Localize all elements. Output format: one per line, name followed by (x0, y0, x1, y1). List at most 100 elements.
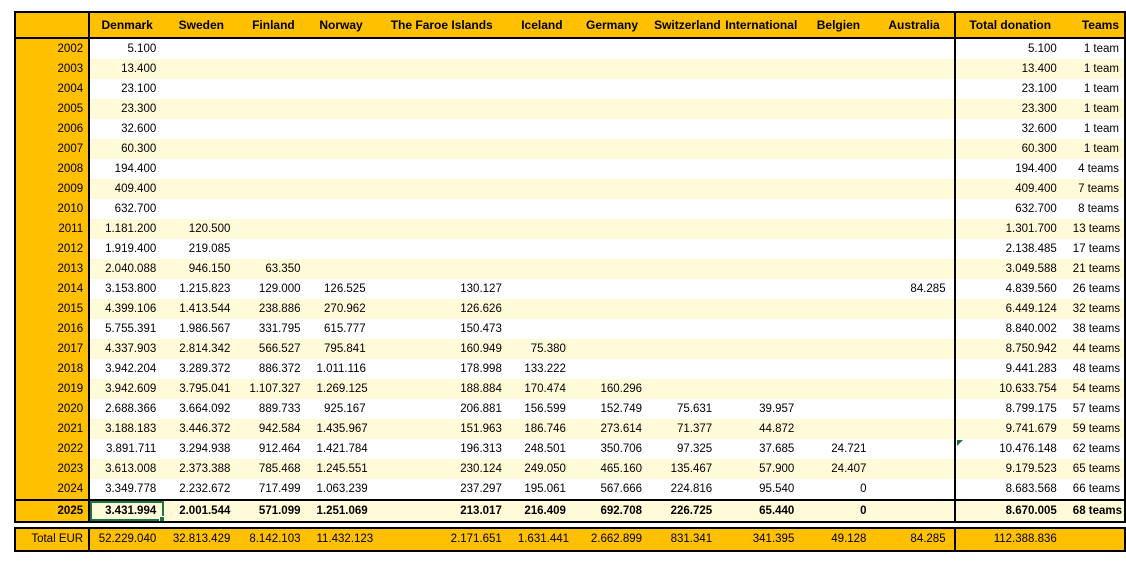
cell-2024-switzerland[interactable]: 224.816 (670, 483, 713, 495)
row-label-2013[interactable]: 2013 (15, 259, 91, 279)
cell-2021-international[interactable]: 44.872 (720, 419, 803, 439)
cell-2022-international[interactable]: 37.685 (759, 443, 795, 455)
cell-2015-teams[interactable]: 32 teams (1064, 299, 1125, 319)
cell-2006-denmark[interactable]: 32.600 (121, 123, 157, 135)
cell-2009-teams[interactable]: 7 teams (1064, 179, 1125, 199)
cell-2009-iceland[interactable] (509, 179, 574, 199)
cell-2002-norway[interactable] (309, 38, 374, 59)
cell-2025-switzerland[interactable]: 226.725 (650, 499, 721, 522)
cell-2003-sweden[interactable] (164, 59, 239, 79)
cell-2010-iceland[interactable] (510, 199, 574, 219)
cell-2023-faroe-islands[interactable]: 230.124 (373, 459, 510, 479)
cell-2003-total-donation[interactable]: 13.400 (953, 59, 1065, 79)
cell-2025-faroe-islands[interactable]: 213.017 (373, 499, 510, 522)
cell-2018-faroe-islands[interactable]: 178.998 (460, 363, 502, 375)
cell-2022-faroe-islands[interactable]: 196.313 (460, 443, 502, 455)
cell-2014-belgien[interactable] (802, 279, 874, 299)
cell-2002-belgien[interactable] (802, 38, 874, 59)
cell-2012-norway[interactable] (309, 239, 374, 259)
cell-2003-iceland[interactable] (509, 59, 574, 79)
cell-2021-total-donation[interactable]: 9.741.679 (953, 419, 1065, 439)
cell-2005-denmark[interactable]: 23.300 (89, 99, 165, 119)
cell-2014-switzerland[interactable] (650, 279, 720, 299)
cell-2024-norway[interactable]: 1.063.239 (316, 483, 368, 495)
cell-2015-belgien[interactable] (802, 299, 875, 319)
cell-2011-switzerland[interactable] (650, 219, 721, 239)
cell-2018-total-donation[interactable]: 9.441.283 (953, 359, 1065, 379)
cell-2021-norway[interactable]: 1.435.967 (308, 419, 374, 439)
cell-2004-faroe-islands[interactable] (374, 79, 510, 99)
cell-2018-iceland[interactable]: 133.222 (524, 363, 566, 375)
cell-2002-australia[interactable] (874, 38, 954, 59)
cell-2023-total-donation[interactable]: 9.179.523 (953, 459, 1065, 479)
row-label-2024[interactable]: 2024 (15, 479, 91, 500)
cell-2021-denmark[interactable]: 3.188.183 (89, 419, 165, 439)
total-eur-total-donation[interactable]: 112.388.836 (953, 528, 1065, 551)
row-label-2011[interactable]: 2011 (15, 219, 91, 239)
cell-2023-denmark[interactable]: 3.613.008 (89, 459, 165, 479)
cell-2007-norway[interactable] (308, 139, 374, 159)
cell-2015-norway[interactable]: 270.962 (308, 299, 374, 319)
column-header-international[interactable]: International (720, 12, 803, 39)
cell-2022-australia[interactable] (874, 439, 954, 459)
row-label-2021[interactable]: 2021 (15, 419, 91, 439)
cell-2007-iceland[interactable] (509, 139, 574, 159)
column-header-belgien[interactable]: Belgien (802, 12, 875, 39)
cell-2023-finland[interactable]: 785.468 (238, 459, 309, 479)
column-header-switzerland[interactable]: Switzerland (650, 12, 721, 39)
cell-2019-total-donation[interactable]: 10.633.754 (953, 379, 1065, 399)
cell-2003-denmark[interactable]: 13.400 (89, 59, 165, 79)
cell-2017-belgien[interactable] (802, 339, 875, 359)
cell-2009-germany[interactable] (573, 179, 651, 199)
cell-2011-international[interactable] (720, 219, 803, 239)
cell-2019-finland[interactable]: 1.107.327 (238, 379, 309, 399)
cell-2021-germany[interactable]: 273.614 (573, 419, 651, 439)
cell-2004-germany[interactable] (574, 79, 650, 99)
cell-2023-norway[interactable]: 1.245.551 (308, 459, 374, 479)
cell-2025-finland[interactable]: 571.099 (238, 499, 309, 522)
cell-2024-teams[interactable]: 66 teams (1072, 483, 1121, 495)
cell-2006-belgien[interactable] (802, 119, 874, 139)
cell-2024-belgien[interactable]: 0 (860, 483, 867, 495)
cell-2014-denmark[interactable]: 3.153.800 (105, 283, 157, 295)
cell-2004-international[interactable] (720, 79, 802, 99)
cell-2023-australia[interactable] (874, 459, 955, 479)
cell-2019-international[interactable] (720, 379, 803, 399)
cell-2009-sweden[interactable] (164, 179, 239, 199)
cell-2016-teams[interactable]: 38 teams (1072, 323, 1121, 335)
cell-2003-teams[interactable]: 1 team (1064, 59, 1125, 79)
cell-2014-norway[interactable]: 126.525 (324, 283, 366, 295)
cell-2020-switzerland[interactable]: 75.631 (677, 403, 713, 415)
cell-2008-sweden[interactable] (164, 159, 238, 179)
cell-2018-finland[interactable]: 886.372 (258, 363, 301, 375)
cell-2006-australia[interactable] (874, 119, 954, 139)
cell-2004-total-donation[interactable]: 23.100 (953, 79, 1065, 99)
cell-2022-teams[interactable]: 62 teams (1072, 443, 1121, 455)
column-header-norway[interactable]: Norway (308, 12, 374, 39)
row-label-2025[interactable]: 2025 (15, 499, 91, 522)
row-label-2006[interactable]: 2006 (15, 119, 91, 139)
cell-2009-total-donation[interactable]: 409.400 (953, 179, 1065, 199)
cell-2007-finland[interactable] (238, 139, 309, 159)
cell-2015-faroe-islands[interactable]: 126.626 (373, 299, 510, 319)
cell-2011-denmark[interactable]: 1.181.200 (89, 219, 165, 239)
cell-2016-sweden[interactable]: 1.986.567 (179, 323, 231, 335)
cell-2020-norway[interactable]: 925.167 (324, 403, 366, 415)
cell-2024-international[interactable]: 95.540 (759, 483, 795, 495)
cell-2018-norway[interactable]: 1.011.116 (316, 363, 366, 375)
cell-2011-germany[interactable] (573, 219, 651, 239)
cell-2025-teams[interactable]: 68 teams (1064, 499, 1125, 522)
cell-2023-germany[interactable]: 465.160 (573, 459, 651, 479)
row-label-2012[interactable]: 2012 (15, 239, 91, 259)
cell-2010-australia[interactable] (874, 199, 954, 219)
cell-2017-international[interactable] (720, 339, 803, 359)
row-label-2018[interactable]: 2018 (15, 359, 91, 379)
cell-2020-germany[interactable]: 152.749 (600, 403, 643, 415)
cell-2011-faroe-islands[interactable] (373, 219, 510, 239)
cell-2008-germany[interactable] (574, 159, 650, 179)
cell-2025-belgien[interactable]: 0 (802, 499, 875, 522)
cell-2005-total-donation[interactable]: 23.300 (953, 99, 1065, 119)
cell-2019-iceland[interactable]: 170.474 (509, 379, 574, 399)
cell-2012-australia[interactable] (874, 239, 954, 259)
cell-2005-norway[interactable] (308, 99, 374, 119)
